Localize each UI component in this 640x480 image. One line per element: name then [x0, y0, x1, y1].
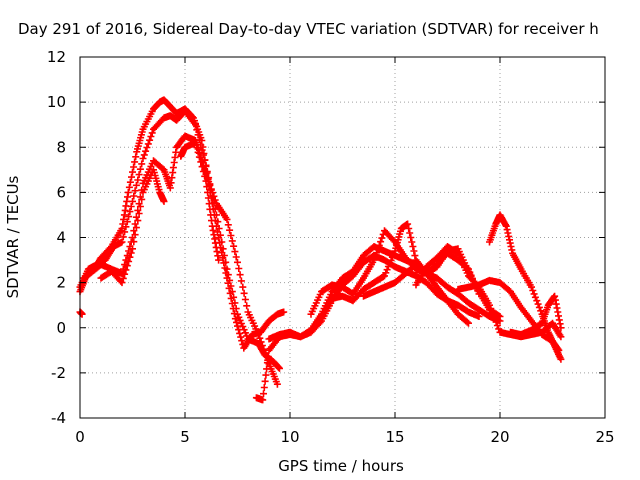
data-point-markers — [80, 132, 281, 388]
x-tick-label: 0 — [75, 428, 85, 446]
data-point-markers — [76, 96, 288, 352]
y-tick-label: -4 — [51, 409, 66, 427]
data-point-markers — [97, 166, 168, 287]
axis-ticks: 0 5 10 15 20 25 -4 -2 0 2 4 6 8 10 12 — [47, 48, 615, 446]
series-sat-track-13 — [454, 276, 563, 354]
data-point-markers — [76, 308, 86, 318]
data-points — [76, 96, 565, 404]
data-point-markers — [507, 292, 565, 338]
series-sat-track-15 — [76, 308, 86, 318]
data-point-markers — [454, 276, 563, 354]
x-tick-label: 15 — [385, 428, 404, 446]
series-sat-track-5 — [177, 139, 223, 264]
plot-frame — [79, 56, 606, 419]
series-sat-track-14 — [507, 292, 565, 338]
y-tick-label: 10 — [47, 93, 66, 111]
y-tick-label: -2 — [51, 364, 66, 382]
x-tick-label: 25 — [595, 428, 614, 446]
y-tick-label: 6 — [56, 183, 66, 201]
x-tick-label: 20 — [490, 428, 509, 446]
y-tick-label: 0 — [56, 319, 66, 337]
x-tick-label: 5 — [180, 428, 190, 446]
y-axis-label: SDTVAR / TECUs — [4, 175, 22, 298]
y-tick-label: 12 — [47, 48, 66, 66]
x-tick-label: 10 — [280, 428, 299, 446]
y-tick-label: 8 — [56, 138, 66, 156]
x-axis-label: GPS time / hours — [278, 457, 404, 475]
series-sat-track-1 — [76, 96, 288, 352]
series-sat-track-4 — [97, 166, 168, 287]
y-tick-label: 2 — [56, 274, 66, 292]
series-sat-track-3 — [80, 132, 281, 388]
data-point-markers — [177, 139, 223, 264]
grid-lines — [80, 57, 605, 418]
y-tick-label: 4 — [56, 229, 66, 247]
chart-title: Day 291 of 2016, Sidereal Day-to-day VTE… — [18, 20, 599, 38]
